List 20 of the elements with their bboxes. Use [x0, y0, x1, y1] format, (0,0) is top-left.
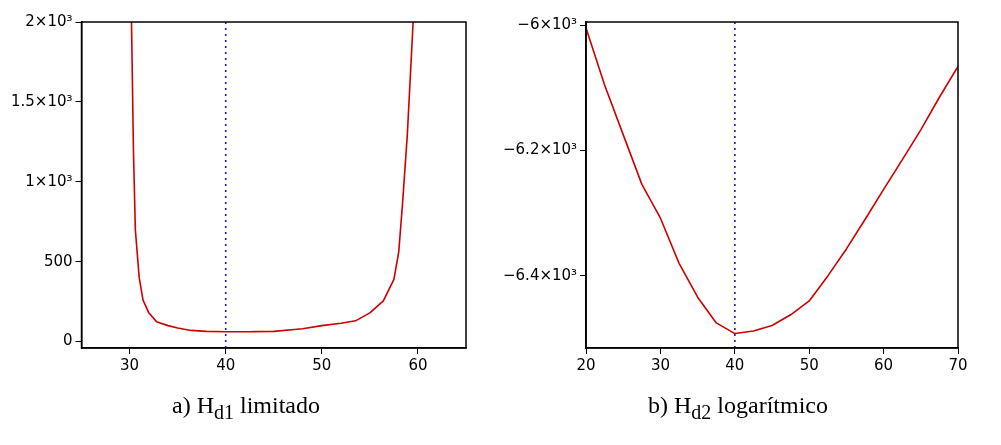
x-tick-label: 70	[948, 355, 968, 374]
text: b) H$_{d2}$ logarítmico	[647, 392, 829, 424]
x-tick-label: 50	[799, 355, 819, 374]
x-tick-label: 40	[725, 355, 745, 374]
y-tick-label: −6.4×10³	[503, 265, 578, 284]
y-tick-label: 1×10³	[25, 171, 73, 190]
x-tick-label: 30	[120, 355, 140, 374]
y-tick-label: −6×10³	[517, 15, 578, 34]
text: a) H$_{d1}$ limitado	[171, 392, 321, 424]
x-tick-label: 50	[312, 355, 332, 374]
x-tick-label: 30	[650, 355, 671, 374]
x-tick-label: 40	[216, 355, 236, 374]
x-tick-label: 60	[408, 355, 428, 374]
y-tick-label: 1.5×10³	[10, 91, 73, 110]
y-tick-label: −6.2×10³	[503, 140, 578, 159]
y-tick-label: 2×10³	[25, 11, 73, 30]
y-tick-label: 500	[43, 251, 73, 270]
x-tick-label: 60	[874, 355, 894, 374]
y-tick-label: 0	[62, 331, 73, 350]
x-tick-label: 20	[576, 355, 596, 374]
